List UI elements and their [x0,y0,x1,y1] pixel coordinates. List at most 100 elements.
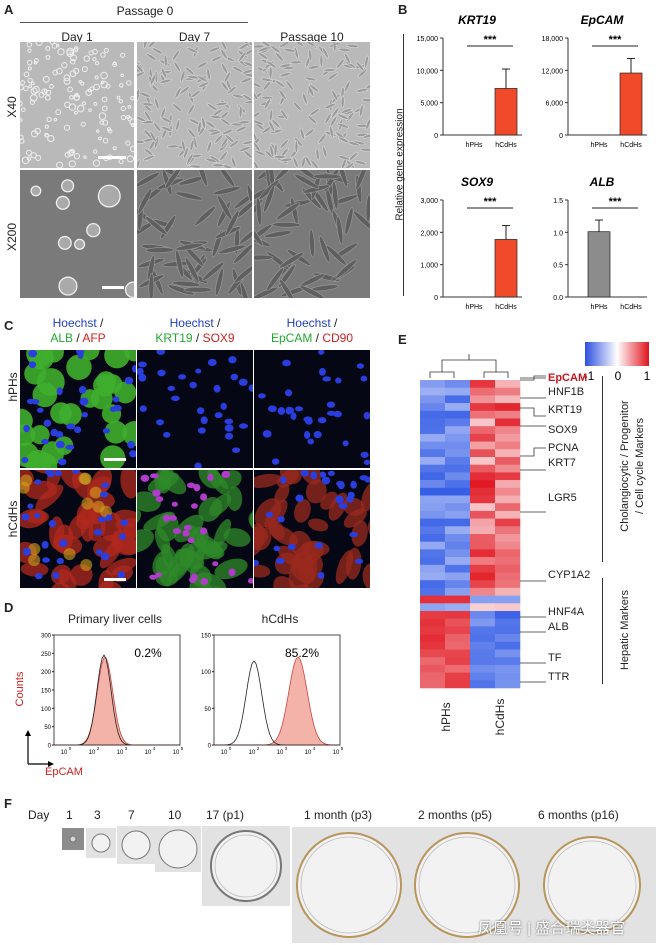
plot-frame [213,634,341,746]
micrograph-texture [254,170,370,298]
row-hcdhs-label: hCdHs [6,500,20,538]
y-tick-label: 150 [201,634,212,640]
category-label: hCdHs [495,142,517,149]
group1-label: Cholangiocytic / Progenitor [619,400,631,532]
x-tick-exponent: 4 [153,746,156,751]
heatmap-cell [445,510,471,519]
heatmap-cell [495,618,521,627]
heatmap-cell [470,457,496,465]
timepoint-label: 3 [94,808,101,822]
heatmap-cell [495,495,521,504]
heatmap-cell [445,464,471,473]
bar [494,239,518,298]
heatmap-cell [470,395,496,404]
heatmap-cell [495,480,521,489]
heatmap-cell [420,464,446,473]
y-tick-label: 0 [208,744,212,750]
heatmap-cell [495,380,521,388]
heatmap-cell [420,587,446,596]
bar-chart-krt19: KRT19 15,000 10,000 5,000 0 hPHs hCdHs *** [417,13,522,149]
y-tick-label: 0 [434,295,438,302]
heatmap-cell [420,603,446,612]
heatmap-cell [495,672,521,681]
micrograph-texture [30,179,134,298]
heatmap-cell [470,618,496,627]
bar-chart-alb: ALB 1.5 1.0 0.5 0.0 hPHs hCdHs *** [553,175,647,311]
stain-header-line1: Hoechst / [137,316,253,331]
y-tick-label: 1.5 [553,198,563,205]
heatmap-cell [470,587,496,596]
x-tick-exponent: 3 [125,746,128,751]
heatmap-cell [420,426,446,435]
organoid-body [121,830,151,860]
timepoint-label: 7 [128,808,135,822]
heatmap-cell [420,534,446,542]
heatmap-cell [420,641,446,650]
organoid-image [406,827,528,943]
y-tick-label: 50 [204,707,211,713]
leader-bracket [520,375,546,457]
fluorescence-image [137,470,253,588]
heatmap-cell [495,626,521,635]
organoid-image [86,828,116,858]
y-tick-label: 150 [41,689,52,695]
heatmap-cell [445,503,471,512]
timepoint-label: 2 months (p5) [418,808,493,822]
heatmap-cell [445,534,471,542]
percent-label: 85.2% [285,646,319,660]
heatmap-cell [445,472,471,481]
stain-sep: / [73,331,83,345]
y-tick-label: 15,000 [417,36,439,43]
x-tick-exponent: 2 [97,746,100,751]
category-label: hPHs [465,142,483,149]
heatmap-cell [420,541,446,550]
heatmap-cell [495,426,521,435]
category-label: hCdHs [620,304,642,311]
organoid-body [414,832,520,938]
stain-sep: / [96,316,104,330]
bar-chart-sox9: SOX9 3,000 2,000 1,000 0 hPHs hCdHs *** [420,175,522,311]
gene-label-krt7: KRT7 [548,457,576,469]
stain-red: SOX9 [202,331,235,345]
heatmap-cell [445,526,471,535]
stain-sep: / [192,331,203,345]
y-tick-label: 0 [48,744,52,750]
heatmap-cell [445,572,471,581]
stain-red: CD90 [322,331,354,345]
heatmap-cell [445,541,471,550]
category-label: hCdHs [620,142,642,149]
y-tick-label: 1,000 [420,263,438,270]
x-tick-base: 10 [117,750,124,756]
micrograph [254,42,370,168]
legend-tick: 0 [615,369,622,383]
y-tick-label: 0 [434,133,438,140]
gene-label-hnf1b: HNF1B [548,386,585,398]
heatmap-cell [495,387,521,396]
x-tick-base: 10 [277,750,284,756]
heatmap-cell [445,641,471,650]
bar [619,72,643,136]
heatmap-cell [495,395,521,404]
organoid-body [543,836,641,934]
heatmap-cell [420,549,446,558]
group2-bracket [602,578,603,684]
heatmap-cell [470,464,496,473]
heatmap-cell [420,649,446,658]
category-label: hPHs [465,304,483,311]
heatmap-cell [495,603,521,612]
heatmap-cell [420,387,446,396]
organoid [414,832,520,938]
x-tick-base: 10 [305,750,312,756]
micrograph [137,170,252,298]
category-label: hCdHs [495,304,517,311]
heatmap-cell [470,387,496,396]
heatmap-cell [420,433,446,442]
heatmap-cell [445,549,471,558]
heatmap-cell [470,449,496,458]
heatmap-cell [420,510,446,519]
organoid [296,832,402,938]
gene-label-hnf4a: HNF4A [548,606,585,618]
scale-bar [98,156,126,159]
